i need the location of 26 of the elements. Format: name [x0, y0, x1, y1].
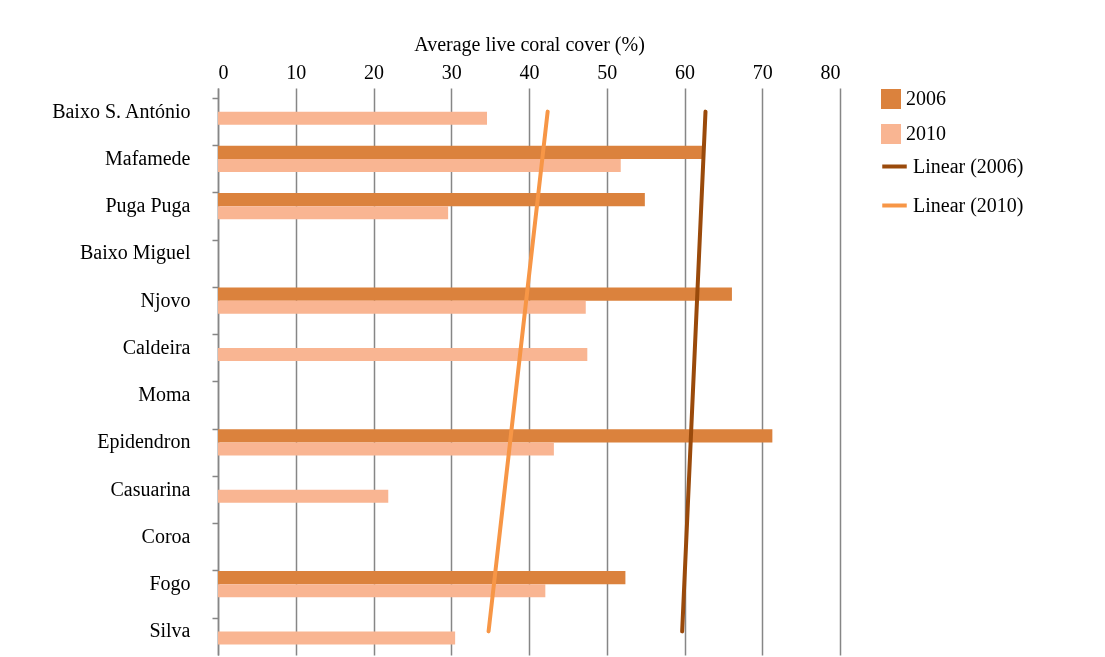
legend-label: 2006: [906, 87, 946, 109]
y-tick-label: Mafamede: [104, 146, 191, 169]
x-tick-label: 80: [820, 60, 841, 83]
x-tick-label: 10: [286, 60, 307, 83]
x-tick-label: 0: [218, 60, 229, 83]
x-tick-label: 50: [597, 60, 618, 83]
y-tick-label: Epidendron: [97, 430, 191, 454]
legend-label: 2010: [906, 122, 946, 144]
y-tick-label: Casuarina: [110, 477, 191, 500]
y-tick-label: Baixo Miguel: [79, 241, 191, 265]
x-axis-title: Average live coral cover (%): [414, 32, 645, 56]
y-tick-label: Coroa: [141, 524, 191, 547]
y-tick-label: Puga Puga: [105, 194, 191, 218]
legend-label: Linear (2006): [913, 154, 1024, 178]
x-tick-label: 40: [519, 60, 540, 83]
y-tick-label: Silva: [149, 619, 191, 642]
y-tick-label: Fogo: [149, 572, 191, 596]
y-tick-label: Baixo S. António: [52, 99, 191, 122]
legend-label: Linear (2010): [913, 193, 1024, 217]
y-tick-label: Njovo: [140, 288, 191, 312]
x-tick-label: 60: [675, 60, 695, 83]
y-tick-label: Moma: [138, 383, 191, 406]
x-tick-label: 70: [752, 60, 773, 83]
x-tick-label: 20: [364, 60, 384, 83]
x-tick-label: 30: [441, 60, 462, 83]
y-tick-label: Caldeira: [122, 335, 191, 358]
